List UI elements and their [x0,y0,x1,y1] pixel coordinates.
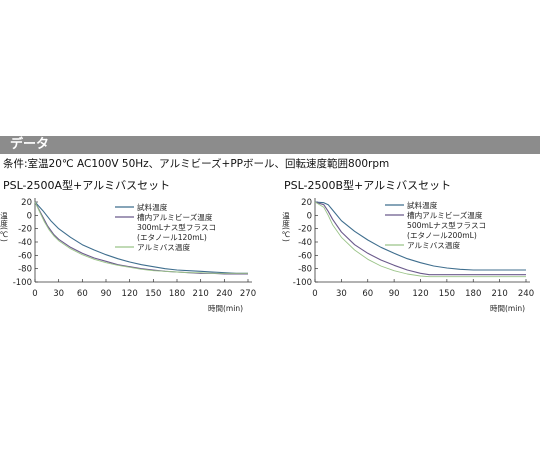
x-tick-label: 0 [32,289,37,299]
x-tick-label: 150 [145,289,161,299]
y-tick-label: -80 [298,265,312,275]
conditions-text: 条件:室温20℃ AC100V 50Hz、アルミビーズ+PPボール、回転速度範囲… [3,158,390,170]
x-tick-label: 180 [465,289,481,299]
y-tick-label: -60 [18,251,32,261]
legend-entry: 試料温度 [137,202,168,212]
x-tick-label: 240 [518,289,534,299]
y-tick-label: 20 [301,198,312,208]
section-header-bar: データ [0,136,540,154]
x-tick-label: 60 [362,289,373,299]
x-tick-label: 210 [193,289,209,299]
x-tick-label: 60 [77,289,88,299]
legend-entry: (エタノール200mL) [407,231,477,240]
y-tick-label: -20 [18,225,32,235]
y-tick-label: -60 [298,251,312,261]
series-line-1 [314,201,526,271]
legend-entry: 300mLナス型フラスコ [137,223,216,232]
x-tick-label: 180 [169,289,185,299]
x-tick-label: 30 [53,289,64,299]
x-tick-label: 150 [439,289,455,299]
x-tick-label: 270 [240,289,256,299]
y-tick-label: 20 [21,198,32,208]
y-tick-label: -40 [298,238,312,248]
y-tick-label: -100 [293,278,312,288]
x-tick-label: 0 [312,289,317,299]
x-tick-label: 90 [101,289,112,299]
y-tick-label: -100 [13,278,32,288]
x-axis-label: 時間(min) [208,304,243,313]
legend-entry: 槽内アルミビーズ温度 [137,212,213,222]
legend-entry: 500mLナス型フラスコ [407,221,486,230]
x-tick-label: 240 [216,289,232,299]
series-line-1 [34,201,248,274]
x-tick-label: 90 [389,289,400,299]
x-axis-label: 時間(min) [490,304,525,313]
series-line-2 [314,201,526,276]
legend-entry: (エタノール120mL) [137,233,207,242]
legend-entry: アルミバス温度 [137,242,190,252]
y-tick-label: -80 [18,265,32,275]
x-tick-label: 30 [336,289,347,299]
x-tick-label: 120 [122,289,138,299]
x-tick-label: 120 [412,289,428,299]
series-line-3 [34,201,248,274]
legend-entry: 槽内アルミビーズ温度 [407,210,483,220]
legend-entry: アルミバス温度 [407,240,460,250]
y-tick-label: 0 [307,211,312,221]
section-header-title: データ [10,137,50,152]
series-line-3 [314,201,526,278]
y-axis-label: 温度(℃) [281,212,290,242]
y-tick-label: -40 [18,238,32,248]
chart-title-b: PSL-2500B型+アルミバスセット [284,179,452,192]
y-tick-label: -20 [298,225,312,235]
x-tick-label: 210 [492,289,508,299]
chart-title-a: PSL-2500A型+アルミバスセット [3,179,171,192]
y-axis-label: 温度(℃) [0,212,9,242]
legend-entry: 試料温度 [407,200,438,210]
y-tick-label: 0 [27,211,32,221]
